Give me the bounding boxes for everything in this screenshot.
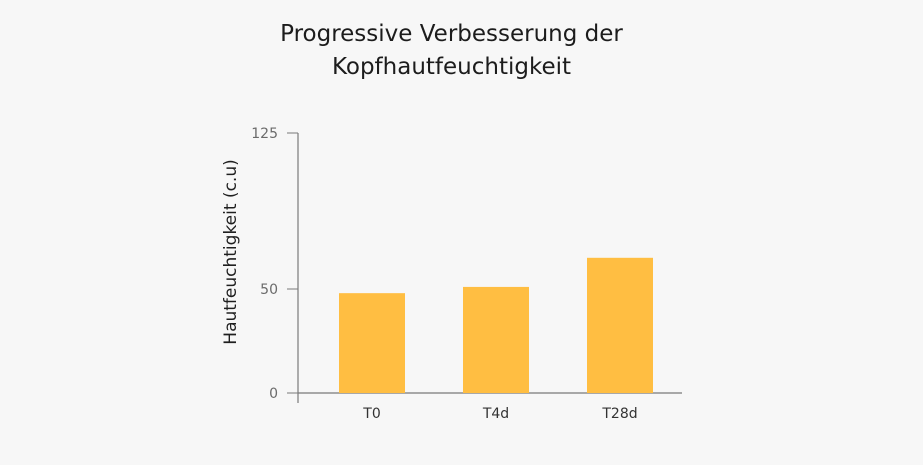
bars xyxy=(339,257,653,393)
bar-t0 xyxy=(339,293,405,393)
chart-title-line-2: Kopfhautfeuchtigkeit xyxy=(331,54,572,80)
chart-title: Progressive Verbesserung der Kopfhautfeu… xyxy=(0,18,903,84)
bar-t28d xyxy=(587,257,653,393)
y-ticks: 0 50 125 xyxy=(251,126,298,402)
x-tick-label: T4d xyxy=(482,406,509,422)
y-tick-label: 0 xyxy=(269,386,278,402)
bar-t4d xyxy=(463,286,529,393)
chart-title-line-1: Progressive Verbesserung der xyxy=(280,21,623,47)
y-tick-label: 125 xyxy=(251,126,278,142)
x-tick-label: T0 xyxy=(362,406,380,422)
y-axis-title: Hautfeuchtigkeit (c.u) xyxy=(221,159,241,344)
x-tick-labels: T0 T4d T28d xyxy=(362,406,637,422)
x-tick-label: T28d xyxy=(601,406,637,422)
y-axis-title-group: Hautfeuchtigkeit (c.u) xyxy=(221,159,241,344)
y-tick-label: 50 xyxy=(260,282,278,298)
